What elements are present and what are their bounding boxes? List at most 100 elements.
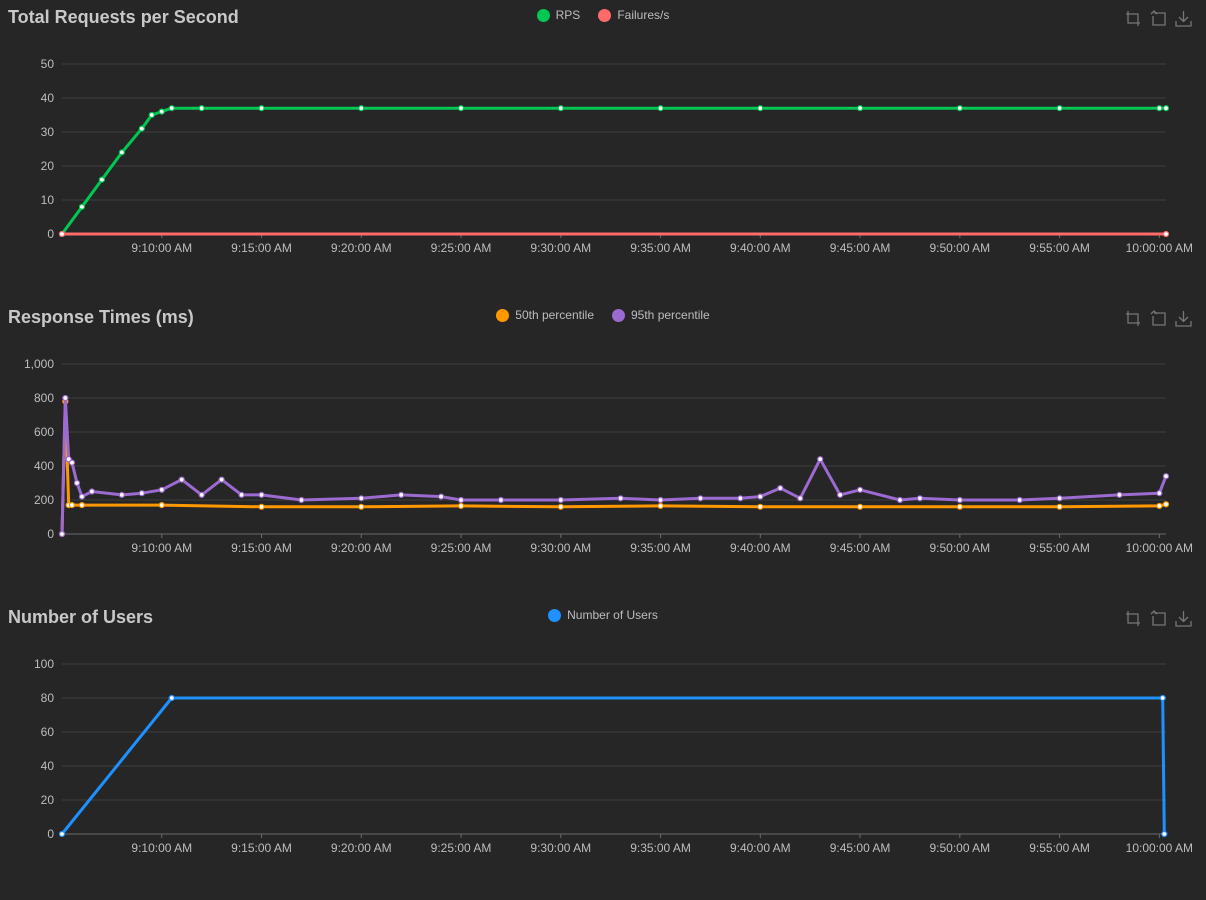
data-point — [1162, 105, 1170, 112]
chart-title: Total Requests per Second — [8, 7, 239, 27]
chart-toolbox — [1125, 610, 1192, 627]
data-point — [358, 503, 365, 510]
y-tick-label: 10 — [41, 193, 55, 207]
rps-panel: Total Requests per Second RPS Failures/s… — [0, 0, 1206, 300]
data-point — [657, 502, 664, 510]
x-tick-label: 9:10:00 AM — [131, 241, 192, 255]
data-point — [238, 491, 245, 498]
restore-icon[interactable] — [1150, 10, 1167, 27]
data-point — [168, 105, 175, 112]
series-line — [60, 399, 1167, 535]
data-point — [856, 105, 864, 112]
legend-marker — [548, 608, 562, 622]
data-point — [78, 502, 86, 509]
data-point — [68, 502, 76, 509]
legend: Number of Users — [0, 608, 1206, 622]
rps-plot: 0 10 20 30 40 50 9:10:00 AM 9:15:00 AM 9:20:00 A… — [41, 57, 1193, 255]
data-point — [1116, 491, 1123, 498]
data-point — [1156, 502, 1163, 510]
legend-item-users[interactable]: Number of Users — [544, 608, 662, 622]
download-icon[interactable] — [1175, 610, 1192, 627]
zoom-icon[interactable] — [1125, 610, 1142, 627]
legend-item-failures[interactable]: Failures/s — [594, 8, 673, 22]
data-point — [168, 694, 175, 702]
x-tick-label: 9:50:00 AM — [929, 241, 990, 255]
chart-toolbox — [1125, 10, 1192, 27]
download-icon[interactable] — [1175, 10, 1192, 27]
y-tick-label: 0 — [47, 827, 54, 841]
download-icon[interactable] — [1175, 310, 1192, 327]
data-point — [158, 502, 165, 509]
x-tick-label: 9:10:00 AM — [131, 841, 192, 855]
y-tick-label: 20 — [41, 793, 55, 807]
data-point — [158, 486, 165, 493]
x-tick-label: 9:20:00 AM — [331, 541, 392, 555]
response-times-plot: 0 200 400 600 800 1,000 9:10:00 AM 9:15:00 AM 9:… — [24, 357, 1193, 555]
data-point — [158, 108, 165, 115]
data-point — [1162, 473, 1170, 480]
x-tick-label: 9:20:00 AM — [331, 841, 392, 855]
data-point — [1156, 490, 1163, 497]
legend-label: RPS — [555, 8, 581, 22]
data-point — [58, 230, 66, 238]
users-panel: Number of Users Number of Users 0 20 40 60 8… — [0, 600, 1206, 900]
y-tick-label: 50 — [41, 57, 55, 71]
users-plot: 0 20 40 60 80 100 9:10:00 AM 9:15:00 AM 9:20:00 … — [34, 657, 1193, 855]
x-tick-label: 9:15:00 AM — [231, 541, 292, 555]
x-tick-label: 9:55:00 AM — [1029, 541, 1090, 555]
data-point — [198, 105, 205, 112]
legend-item-p50[interactable]: 50th percentile — [492, 308, 598, 322]
x-tick-label: 9:40:00 AM — [730, 541, 791, 555]
y-tick-label: 800 — [34, 391, 54, 405]
x-tick-label: 9:55:00 AM — [1029, 841, 1090, 855]
legend-item-p95[interactable]: 95th percentile — [608, 308, 714, 322]
legend-label: 50th percentile — [515, 308, 594, 322]
data-point — [398, 491, 405, 498]
response-times-panel: Response Times (ms) 50th percentile 95th… — [0, 300, 1206, 600]
y-tick-label: 400 — [34, 459, 54, 473]
data-point — [856, 486, 864, 493]
data-point — [697, 495, 704, 502]
x-tick-label: 9:45:00 AM — [830, 241, 891, 255]
data-point — [457, 502, 465, 510]
y-tick-label: 40 — [41, 91, 55, 105]
data-point — [148, 111, 155, 119]
x-tick-label: 9:15:00 AM — [231, 841, 292, 855]
restore-icon[interactable] — [1150, 310, 1167, 327]
series-line — [60, 106, 1166, 235]
chart-title: Response Times (ms) — [8, 307, 194, 327]
data-point — [757, 503, 764, 510]
data-point — [98, 176, 106, 183]
legend-item-rps[interactable]: RPS — [533, 8, 585, 22]
data-point — [198, 491, 205, 498]
data-point — [138, 125, 145, 132]
data-point — [916, 495, 924, 502]
y-tick-label: 40 — [41, 759, 55, 773]
zoom-icon[interactable] — [1125, 10, 1142, 27]
data-point — [777, 485, 784, 492]
data-point — [358, 105, 365, 112]
data-point — [557, 496, 564, 504]
x-tick-label: 9:10:00 AM — [131, 541, 192, 555]
y-tick-label: 200 — [34, 493, 54, 507]
series-line — [60, 396, 1168, 535]
data-point — [73, 479, 81, 487]
data-point — [757, 105, 764, 112]
data-point — [1056, 495, 1063, 502]
y-tick-label: 20 — [41, 159, 55, 173]
x-tick-label: 9:55:00 AM — [1029, 241, 1090, 255]
x-tick-label: 9:15:00 AM — [231, 241, 292, 255]
chart-title: Number of Users — [8, 607, 154, 627]
data-point — [956, 105, 963, 112]
data-point — [956, 496, 963, 504]
data-point — [62, 394, 69, 402]
data-point — [138, 490, 145, 497]
data-point — [258, 503, 265, 510]
x-tick-label: 9:25:00 AM — [431, 541, 492, 555]
data-point — [837, 491, 844, 498]
data-point — [457, 105, 465, 112]
data-point — [68, 459, 76, 466]
restore-icon[interactable] — [1150, 610, 1167, 627]
x-tick-label: 9:45:00 AM — [830, 541, 891, 555]
zoom-icon[interactable] — [1125, 310, 1142, 327]
